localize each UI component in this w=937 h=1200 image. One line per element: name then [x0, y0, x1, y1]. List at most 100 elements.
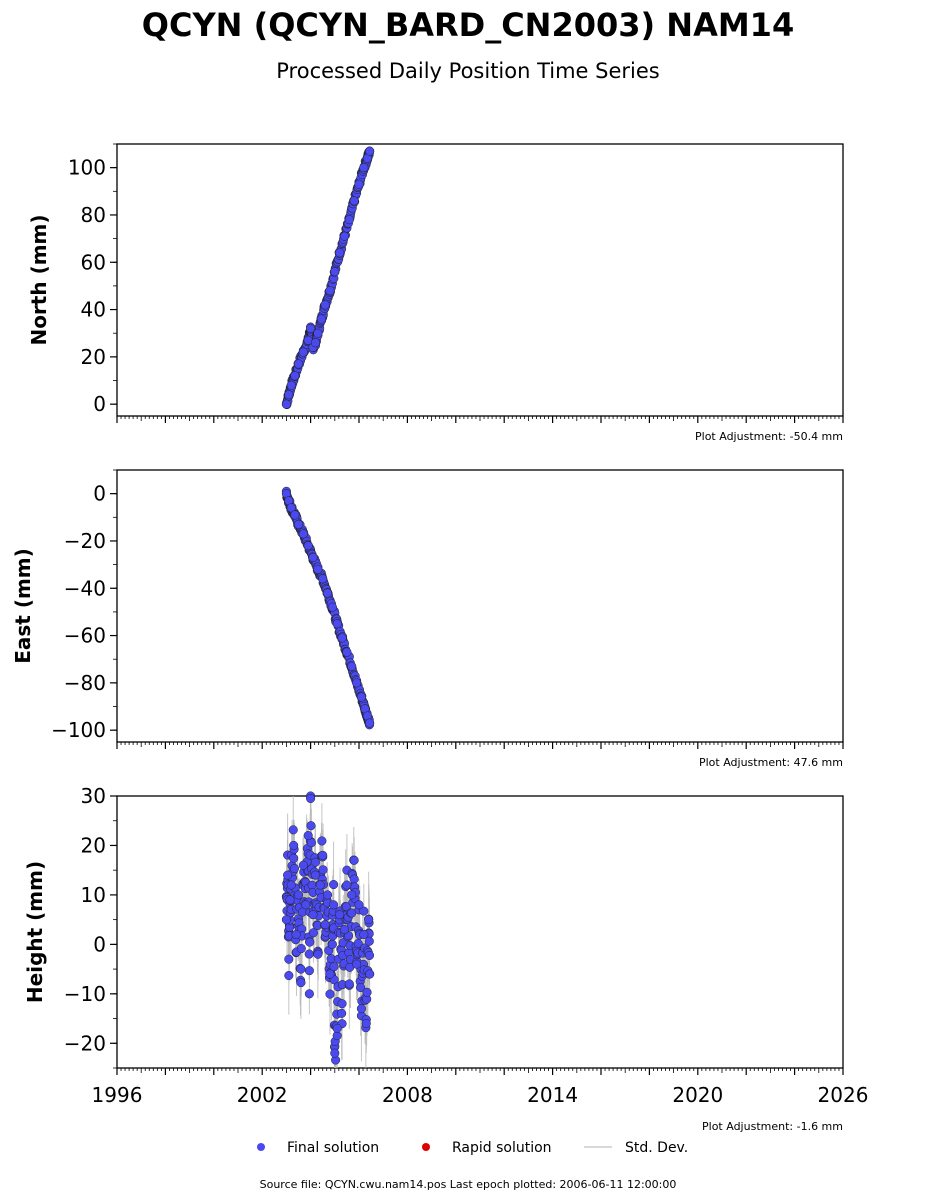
data-point [329, 900, 339, 910]
data-point [365, 718, 375, 728]
plot-frame [116, 143, 844, 417]
data-point [313, 328, 323, 338]
data-point [344, 215, 354, 225]
data-point [286, 880, 296, 890]
data-point [356, 982, 366, 993]
y-tick-label: 10 [81, 883, 106, 907]
data-point [325, 989, 335, 999]
data-point [356, 692, 366, 702]
y-tick-label: −100 [51, 718, 106, 742]
data-point [322, 588, 333, 598]
data-point [354, 900, 364, 910]
y-axis-label: Height (mm) [23, 861, 47, 1003]
data-point [337, 999, 347, 1009]
data-point [364, 950, 375, 961]
x-tick-label: 2014 [527, 1083, 578, 1107]
panel-2: 0 −20 −40 −60 −80 −100 East (mm) Plot Adjustmen… [11, 469, 844, 769]
y-axis-label: East (mm) [11, 548, 35, 664]
figure-title: QCYN (QCYN_BARD_CN2003) NAM14 [142, 6, 794, 44]
data-point [342, 880, 352, 890]
data-point [322, 890, 333, 900]
data-point [318, 850, 328, 860]
data-point [313, 564, 323, 574]
data-point [325, 286, 335, 296]
data-point [308, 910, 318, 920]
data-point [293, 519, 304, 529]
data-point [359, 163, 369, 173]
data-point [310, 857, 320, 867]
legend-final-marker [257, 1143, 265, 1151]
y-tick-label: 40 [81, 298, 106, 322]
x-tick-label: 2008 [382, 1083, 433, 1107]
data-point [293, 890, 304, 900]
data-point [284, 970, 294, 981]
data-point [318, 865, 328, 875]
plot-adjustment-note: Plot Adjustment: -50.4 mm [695, 430, 843, 443]
data-point [327, 602, 337, 612]
data-point [283, 870, 293, 880]
plot-frame [116, 469, 844, 743]
y-tick-label: 100 [68, 156, 106, 180]
data-point [303, 541, 313, 551]
data-point [349, 855, 359, 865]
data-point [330, 1048, 340, 1058]
data-point [361, 1018, 371, 1029]
data-point [330, 267, 340, 277]
plot-adjustment-note: Plot Adjustment: -1.6 mm [702, 1120, 843, 1133]
data-point [288, 825, 298, 835]
data-point [316, 314, 327, 324]
y-tick-label: 80 [81, 203, 106, 227]
data-point [296, 943, 306, 954]
data-point [313, 949, 323, 959]
data-point [293, 359, 304, 369]
data-point [320, 920, 330, 930]
data-point [329, 879, 339, 890]
legend-std-label: Std. Dev. [625, 1140, 688, 1156]
data-point [298, 347, 308, 357]
y-axis-label: North (mm) [27, 214, 51, 345]
data-point [310, 338, 320, 348]
data-point [281, 399, 291, 409]
data-point [332, 619, 342, 629]
data-point [339, 924, 350, 935]
data-point [329, 962, 339, 972]
data-point [317, 836, 327, 846]
data-point [306, 793, 316, 804]
data-point [320, 300, 330, 310]
data-point [301, 900, 311, 910]
data-point [281, 915, 291, 925]
x-tick-label: 2026 [818, 1083, 869, 1107]
y-tick-label: −60 [64, 624, 106, 648]
legend-final-label: Final solution [287, 1140, 379, 1156]
data-point [286, 503, 296, 513]
data-point [353, 938, 363, 949]
y-tick-label: −20 [64, 1031, 106, 1055]
data-point [354, 179, 364, 189]
legend: Final solution Rapid solution Std. Dev. [257, 1140, 688, 1156]
data-point [308, 928, 318, 938]
plot-frame [116, 795, 844, 1069]
data-point [344, 979, 354, 989]
data-point [364, 936, 374, 946]
data-point [289, 853, 299, 863]
y-tick-label: −40 [64, 576, 106, 600]
data-point [304, 989, 314, 999]
data-point [347, 661, 357, 671]
y-tick-label: 60 [81, 250, 106, 274]
data-point [335, 910, 345, 920]
source-note: Source file: QCYN.cwu.nam14.pos Last epo… [260, 1178, 677, 1191]
data-point [364, 915, 374, 925]
data-point [341, 902, 352, 912]
figure-subtitle: Processed Daily Position Time Series [276, 59, 660, 83]
y-tick-label: 0 [93, 392, 106, 416]
panel-1: 0 20 40 60 80 100 North (mm) Plot Adjustment: -… [27, 143, 844, 443]
y-tick-label: −20 [64, 529, 106, 553]
data-point [296, 978, 306, 988]
data-point [285, 895, 295, 905]
x-tick-label: 2020 [672, 1083, 723, 1107]
data-point [304, 966, 314, 976]
y-tick-label: 20 [81, 833, 106, 857]
data-point [310, 870, 320, 880]
data-point [339, 231, 350, 241]
